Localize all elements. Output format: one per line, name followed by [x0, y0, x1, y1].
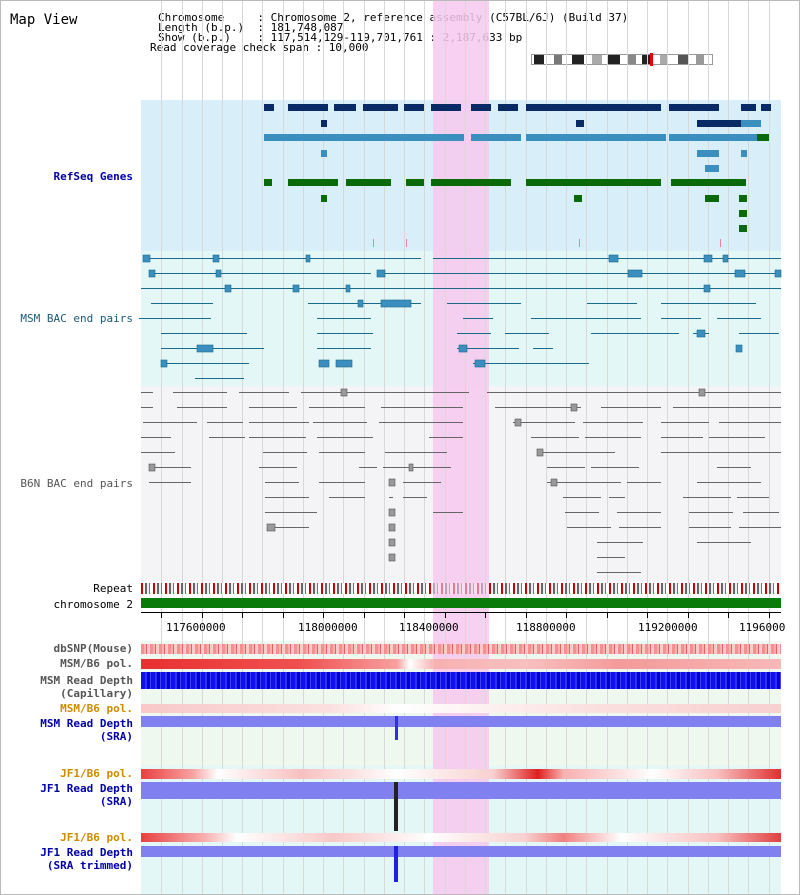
header-length: Length (b.p.) : 181,748,087	[158, 21, 344, 34]
label-msm-depth-sra[interactable]: MSM Read Depth	[40, 717, 133, 730]
msm-depth-capillary-track[interactable]	[141, 672, 781, 689]
label-msm-depth-cap-sub: (Capillary)	[60, 687, 133, 700]
label-jf1-pol-2[interactable]: JF1/B6 pol.	[60, 831, 133, 844]
jf1-pol-2-track[interactable]	[141, 833, 781, 842]
label-msm-depth-cap[interactable]: MSM Read Depth	[40, 674, 133, 687]
chromosome-ideogram[interactable]	[531, 53, 713, 66]
label-jf1-depth-trim-sub: (SRA trimmed)	[46, 859, 133, 872]
label-msm-b6-pol-2[interactable]: MSM/B6 pol.	[60, 702, 133, 715]
axis-tick-4: 118800000	[516, 621, 576, 634]
label-chromosome: chromosome 2	[53, 598, 133, 611]
label-b6n-bac[interactable]: B6N BAC end pairs	[20, 477, 133, 490]
dbsnp-track[interactable]	[141, 644, 781, 654]
axis-tick-2: 118000000	[298, 621, 358, 634]
label-repeat: Repeat	[93, 582, 133, 595]
msm-b6-pol-2-track[interactable]	[141, 704, 781, 713]
axis-tick-6: 1196000	[739, 621, 786, 634]
msm-b6-pol-track[interactable]	[141, 659, 781, 669]
jf1-depth-sra-spike	[394, 782, 398, 831]
label-refseq-genes[interactable]: RefSeq Genes	[53, 170, 133, 183]
label-msm-depth-sra-sub: (SRA)	[99, 730, 133, 743]
jf1-depth-trimmed-spike	[394, 846, 398, 882]
chromosome-bar[interactable]	[141, 598, 781, 608]
label-msm-b6-pol[interactable]: MSM/B6 pol.	[60, 657, 133, 670]
label-jf1-depth-sra[interactable]: JF1 Read Depth	[40, 782, 133, 795]
label-msm-bac[interactable]: MSM BAC end pairs	[20, 312, 133, 325]
header-coverage-span: Read coverage check span : 10,000	[150, 41, 369, 54]
repeat-highlight-overlay	[433, 583, 489, 594]
refseq-gene-track[interactable]	[1, 1, 799, 261]
msm-depth-sra-track[interactable]	[141, 716, 781, 727]
axis-tick-1: 117600000	[166, 621, 226, 634]
axis-tick-3: 118400000	[399, 621, 459, 634]
label-jf1-pol[interactable]: JF1/B6 pol.	[60, 767, 133, 780]
jf1-depth-trimmed-track[interactable]	[141, 846, 781, 857]
position-axis	[141, 612, 781, 618]
msm-bac-end-pairs-track[interactable]	[1, 1, 799, 391]
view-title: Map View	[10, 12, 78, 28]
label-dbsnp[interactable]: dbSNP(Mouse)	[53, 642, 133, 655]
jf1-depth-sra-track[interactable]	[141, 782, 781, 799]
msm-depth-sra-spike	[395, 716, 398, 740]
b6n-bac-end-pairs-track[interactable]	[1, 1, 799, 591]
label-jf1-depth-sra-sub: (SRA)	[99, 795, 133, 808]
axis-tick-5: 119200000	[638, 621, 698, 634]
highlight-region[interactable]	[433, 1, 489, 894]
jf1-pol-track[interactable]	[141, 769, 781, 779]
label-jf1-depth-trim[interactable]: JF1 Read Depth	[40, 846, 133, 859]
